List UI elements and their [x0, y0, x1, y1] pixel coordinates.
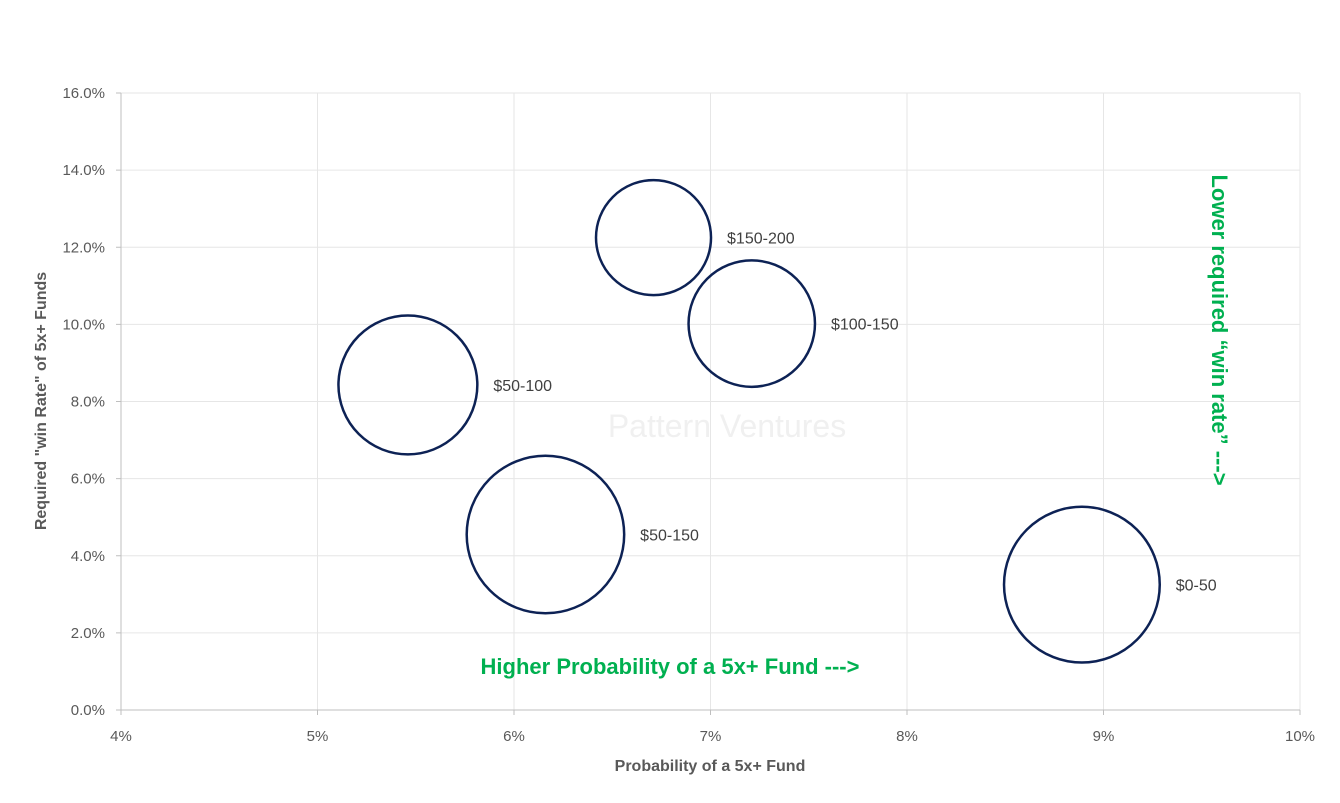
x-axis-title: Probability of a 5x+ Fund: [615, 758, 806, 775]
x-tick-label: 6%: [503, 728, 525, 745]
y-tick-label: 12.0%: [62, 239, 105, 256]
watermark: Pattern Ventures: [608, 408, 846, 444]
bubble: [465, 454, 626, 615]
bubble: [594, 178, 713, 297]
x-tick-label: 7%: [700, 728, 722, 745]
x-tick-label: 10%: [1285, 728, 1315, 745]
y-tick-label: 4.0%: [71, 548, 105, 565]
bubble: [337, 314, 479, 456]
y-tick-label: 8.0%: [71, 394, 105, 411]
bubble-label: $50-150: [640, 528, 699, 545]
x-tick-label: 8%: [896, 728, 918, 745]
bubble-label: $100-150: [831, 317, 899, 334]
bubbles: [337, 178, 1161, 664]
gridlines: [121, 92, 1301, 710]
annotation-lower-win-rate: Lower required “win rate” --->: [1207, 174, 1232, 485]
annotation-higher-probability: Higher Probability of a 5x+ Fund --->: [481, 654, 860, 679]
x-tick-label: 9%: [1093, 728, 1115, 745]
y-tick-label: 6.0%: [71, 471, 105, 488]
y-tick-label: 14.0%: [62, 162, 105, 179]
x-tick-label: 5%: [307, 728, 329, 745]
bubble-label: $0-50: [1176, 578, 1217, 595]
axes: [116, 92, 1301, 715]
y-tick-label: 16.0%: [62, 85, 105, 102]
bubble: [687, 259, 817, 389]
y-tick-label: 10.0%: [62, 316, 105, 333]
bubble: [1002, 505, 1161, 664]
tick-labels: 0.0% 2.0% 4.0% 6.0% 8.0% 10.0% 12.0% 14.0% 16.0%…: [62, 85, 1315, 745]
y-tick-label: 0.0%: [71, 702, 105, 719]
bubble-label: $150-200: [727, 231, 795, 248]
y-axis-title: Required "win Rate" of 5x+ Funds: [33, 272, 50, 530]
bubble-label: $50-100: [493, 378, 552, 395]
bubble-labels: $150-200 $100-150 $50-100 $50-150 $0-50: [493, 231, 1216, 595]
x-tick-label: 4%: [110, 728, 132, 745]
y-tick-label: 2.0%: [71, 625, 105, 642]
